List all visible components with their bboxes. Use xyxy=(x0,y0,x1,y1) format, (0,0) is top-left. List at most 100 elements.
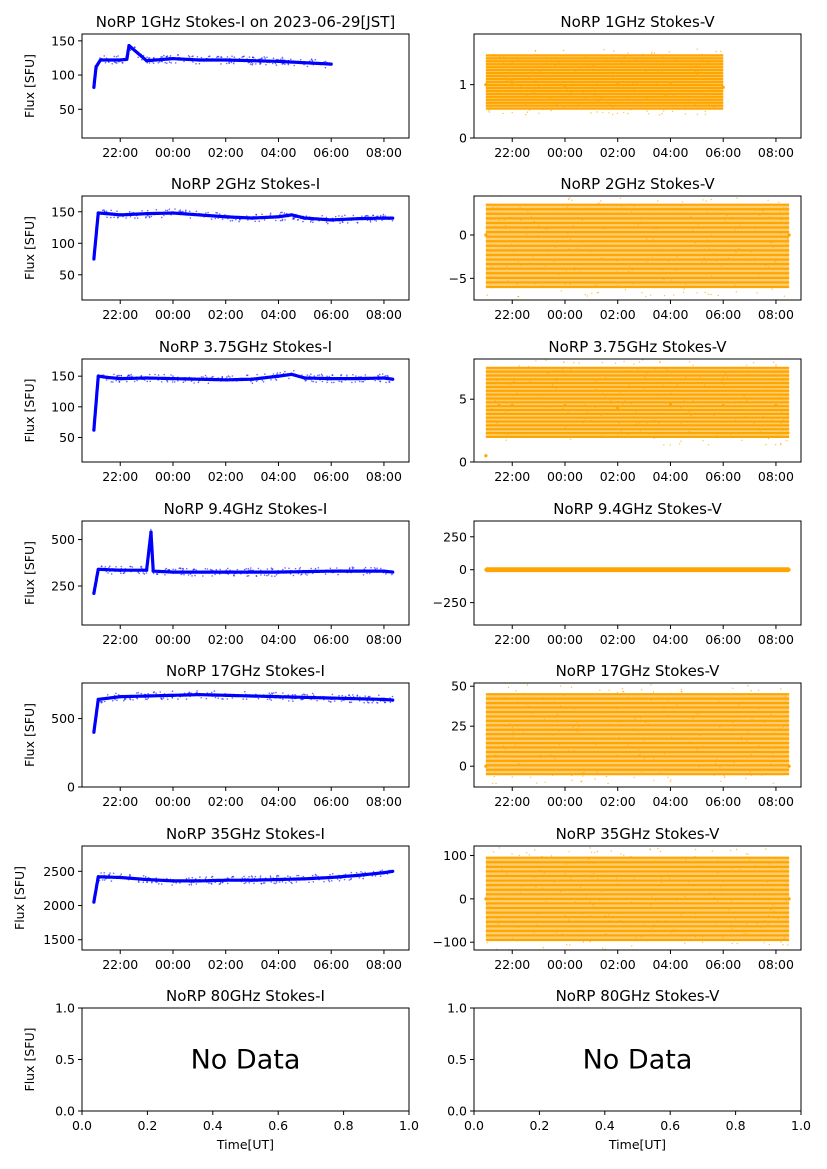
data-point xyxy=(126,212,128,215)
data-point xyxy=(592,741,595,743)
data-point xyxy=(763,942,765,944)
data-point xyxy=(661,570,663,572)
data-point xyxy=(216,212,219,214)
data-point xyxy=(654,419,656,422)
data-point xyxy=(105,570,108,573)
no-data-annotation: No Data xyxy=(583,1045,693,1076)
data-point xyxy=(197,879,201,883)
data-point xyxy=(189,881,191,883)
data-point xyxy=(512,79,515,81)
plot-area xyxy=(92,370,395,432)
data-point xyxy=(590,250,593,252)
data-point xyxy=(171,690,174,692)
data-point xyxy=(160,381,163,383)
data-point xyxy=(630,210,633,213)
data-point xyxy=(530,222,533,225)
data-point xyxy=(623,236,625,238)
data-point xyxy=(574,901,577,903)
data-point xyxy=(644,756,646,759)
data-point xyxy=(702,567,705,569)
data-point xyxy=(196,56,199,58)
data-point xyxy=(636,568,638,570)
data-point xyxy=(382,376,386,380)
data-point xyxy=(547,372,549,375)
data-point xyxy=(366,699,369,702)
data-point xyxy=(487,757,489,759)
data-point xyxy=(602,947,604,949)
data-point xyxy=(350,701,353,703)
data-point xyxy=(765,848,767,850)
data-point xyxy=(92,591,96,596)
data-point xyxy=(189,573,192,575)
data-point xyxy=(568,750,570,752)
data-point xyxy=(767,570,770,572)
data-band xyxy=(485,694,790,775)
data-point xyxy=(490,244,492,247)
data-point xyxy=(764,413,766,416)
data-point xyxy=(530,776,532,778)
data-point xyxy=(203,377,206,380)
data-point xyxy=(685,87,687,90)
data-point xyxy=(711,710,714,713)
data-point xyxy=(240,573,242,575)
data-point xyxy=(139,212,141,215)
data-point xyxy=(781,401,783,404)
data-point xyxy=(687,693,690,696)
data-point xyxy=(657,920,659,922)
data-band xyxy=(485,568,790,572)
data-point xyxy=(256,379,259,381)
data-point xyxy=(684,942,686,944)
data-point xyxy=(146,56,148,58)
data-point xyxy=(772,752,774,755)
data-point xyxy=(142,570,145,572)
data-point xyxy=(779,431,781,433)
data-point xyxy=(728,716,730,718)
data-point xyxy=(104,876,106,878)
data-point xyxy=(710,293,712,296)
data-point xyxy=(496,875,499,877)
data-point xyxy=(509,405,511,407)
data-point xyxy=(116,699,118,701)
data-point xyxy=(627,696,629,698)
data-point xyxy=(344,695,347,698)
data-point xyxy=(165,213,168,215)
data-point xyxy=(99,57,101,59)
data-point xyxy=(635,569,638,572)
data-point xyxy=(195,569,197,571)
data-point xyxy=(709,100,711,102)
data-point xyxy=(331,217,334,220)
data-point xyxy=(385,573,387,575)
data-point xyxy=(338,380,340,383)
data-point xyxy=(291,698,294,700)
y-tick-label: 0 xyxy=(459,228,467,243)
data-point xyxy=(131,212,133,214)
data-point xyxy=(765,213,767,215)
data-point xyxy=(146,698,148,701)
data-point xyxy=(391,570,395,574)
data-point xyxy=(198,62,201,65)
data-point xyxy=(148,215,151,218)
data-point xyxy=(502,697,504,699)
axes-frame xyxy=(473,520,802,626)
data-point xyxy=(775,424,777,426)
plot-area xyxy=(484,847,791,950)
data-point xyxy=(719,212,721,214)
data-point xyxy=(581,248,583,251)
data-point xyxy=(764,721,766,724)
data-point xyxy=(562,227,565,229)
data-point xyxy=(735,291,737,293)
data-point xyxy=(254,60,256,63)
data-point xyxy=(391,698,395,702)
data-point xyxy=(158,60,161,63)
data-point xyxy=(281,62,284,64)
data-point xyxy=(504,225,507,227)
data-point xyxy=(334,696,336,698)
x-tick-label: 02:00 xyxy=(208,632,244,647)
data-point xyxy=(669,444,671,446)
data-point xyxy=(172,568,174,571)
data-point xyxy=(591,292,593,294)
data-point xyxy=(525,570,527,572)
data-point xyxy=(671,692,673,695)
data-point xyxy=(607,570,609,572)
data-point xyxy=(547,390,549,392)
